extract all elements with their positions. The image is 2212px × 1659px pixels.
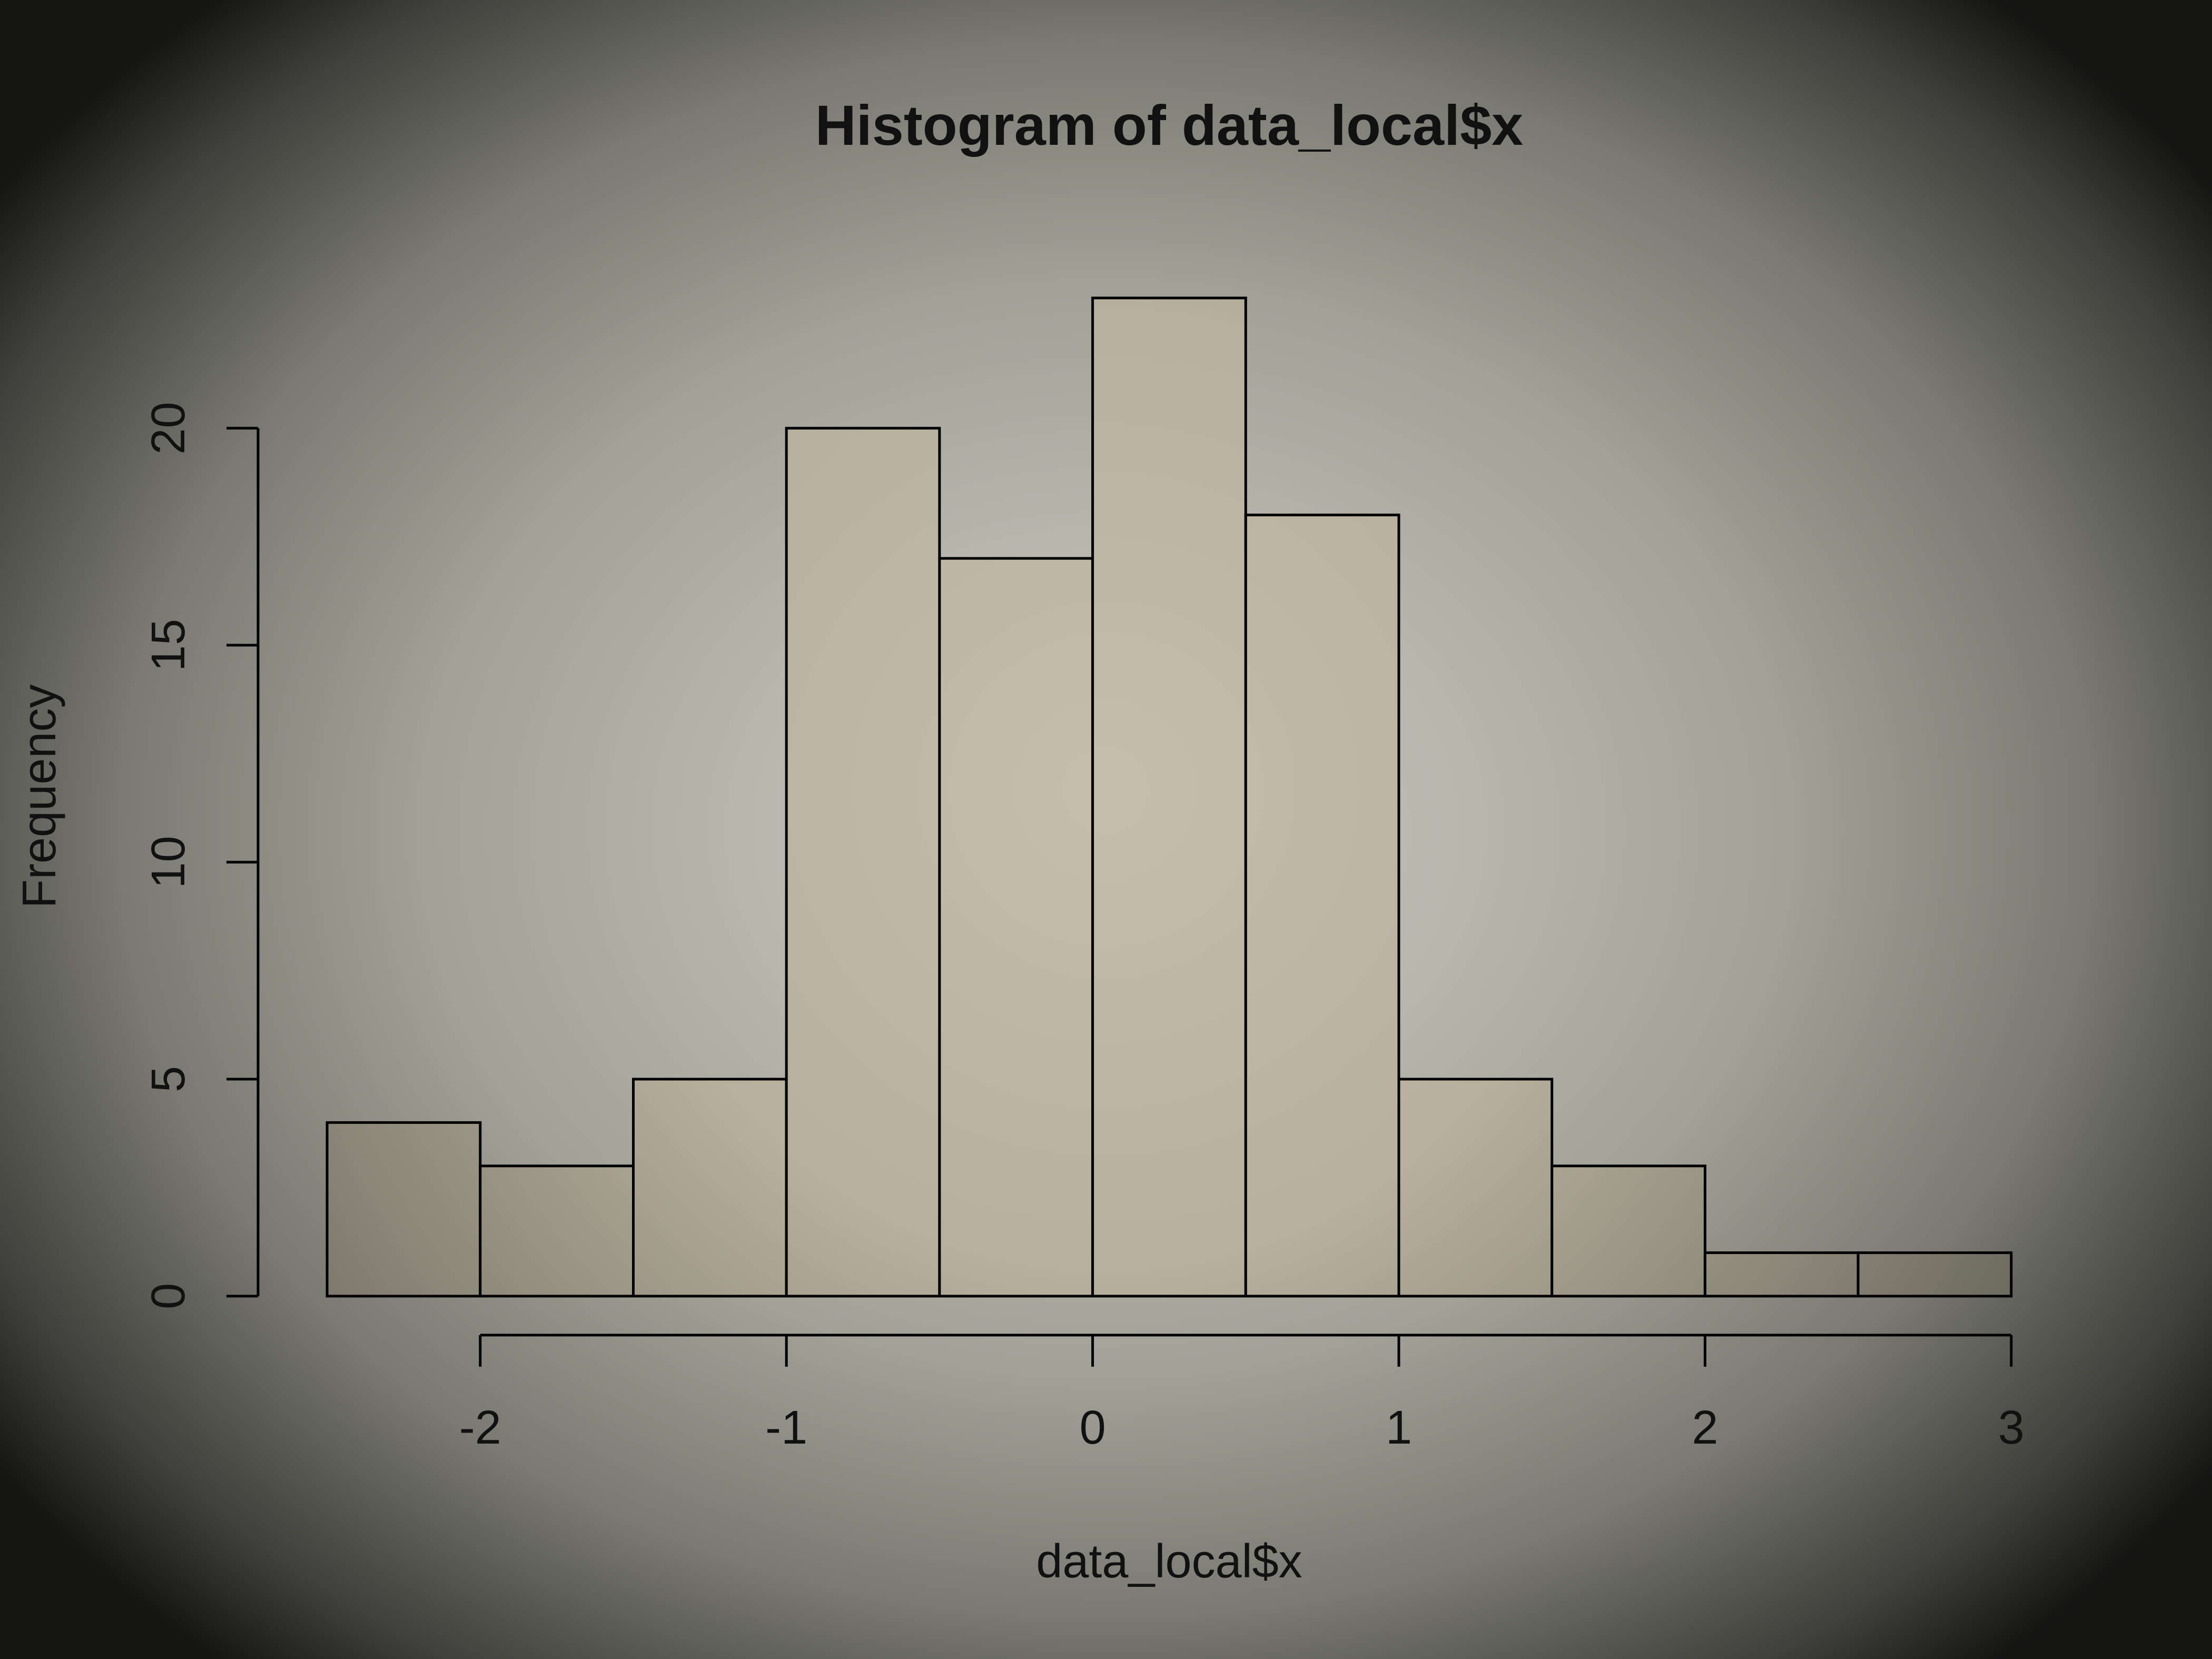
x-tick-label: 0 xyxy=(1080,1401,1106,1454)
histogram-bar xyxy=(1397,1078,1554,1298)
y-axis-label: Frequency xyxy=(13,684,66,908)
histogram-bar xyxy=(1703,1251,1860,1298)
y-tick-label: 0 xyxy=(142,1283,195,1309)
y-tick-label: 5 xyxy=(142,1066,195,1092)
x-tick-label: -1 xyxy=(765,1401,807,1454)
bars-group xyxy=(325,297,2013,1298)
x-axis: -2 -1 0 1 2 3 xyxy=(459,1334,2025,1454)
histogram-bar xyxy=(479,1164,635,1298)
histogram-bar xyxy=(1551,1164,1706,1298)
y-tick-label: 20 xyxy=(142,402,195,455)
histogram-bar xyxy=(1856,1251,2013,1298)
histogram-bar xyxy=(1091,297,1247,1298)
chart-title: Histogram of data_local$x xyxy=(815,93,1523,157)
x-tick-label: 2 xyxy=(1692,1401,1718,1454)
x-tick-label: -2 xyxy=(459,1401,501,1454)
histogram-bar xyxy=(632,1078,788,1298)
x-tick-label: 3 xyxy=(1998,1401,2025,1454)
y-axis: 0 5 10 15 20 xyxy=(142,402,260,1309)
y-tick-label: 10 xyxy=(142,836,195,888)
histogram-bar xyxy=(325,1121,482,1298)
x-tick-label: 1 xyxy=(1386,1401,1412,1454)
histogram-bar xyxy=(785,427,941,1298)
histogram-bar xyxy=(938,557,1094,1298)
x-axis-label: data_local$x xyxy=(1036,1535,1302,1588)
histogram-bar xyxy=(1244,514,1400,1298)
y-tick-label: 15 xyxy=(142,619,195,671)
